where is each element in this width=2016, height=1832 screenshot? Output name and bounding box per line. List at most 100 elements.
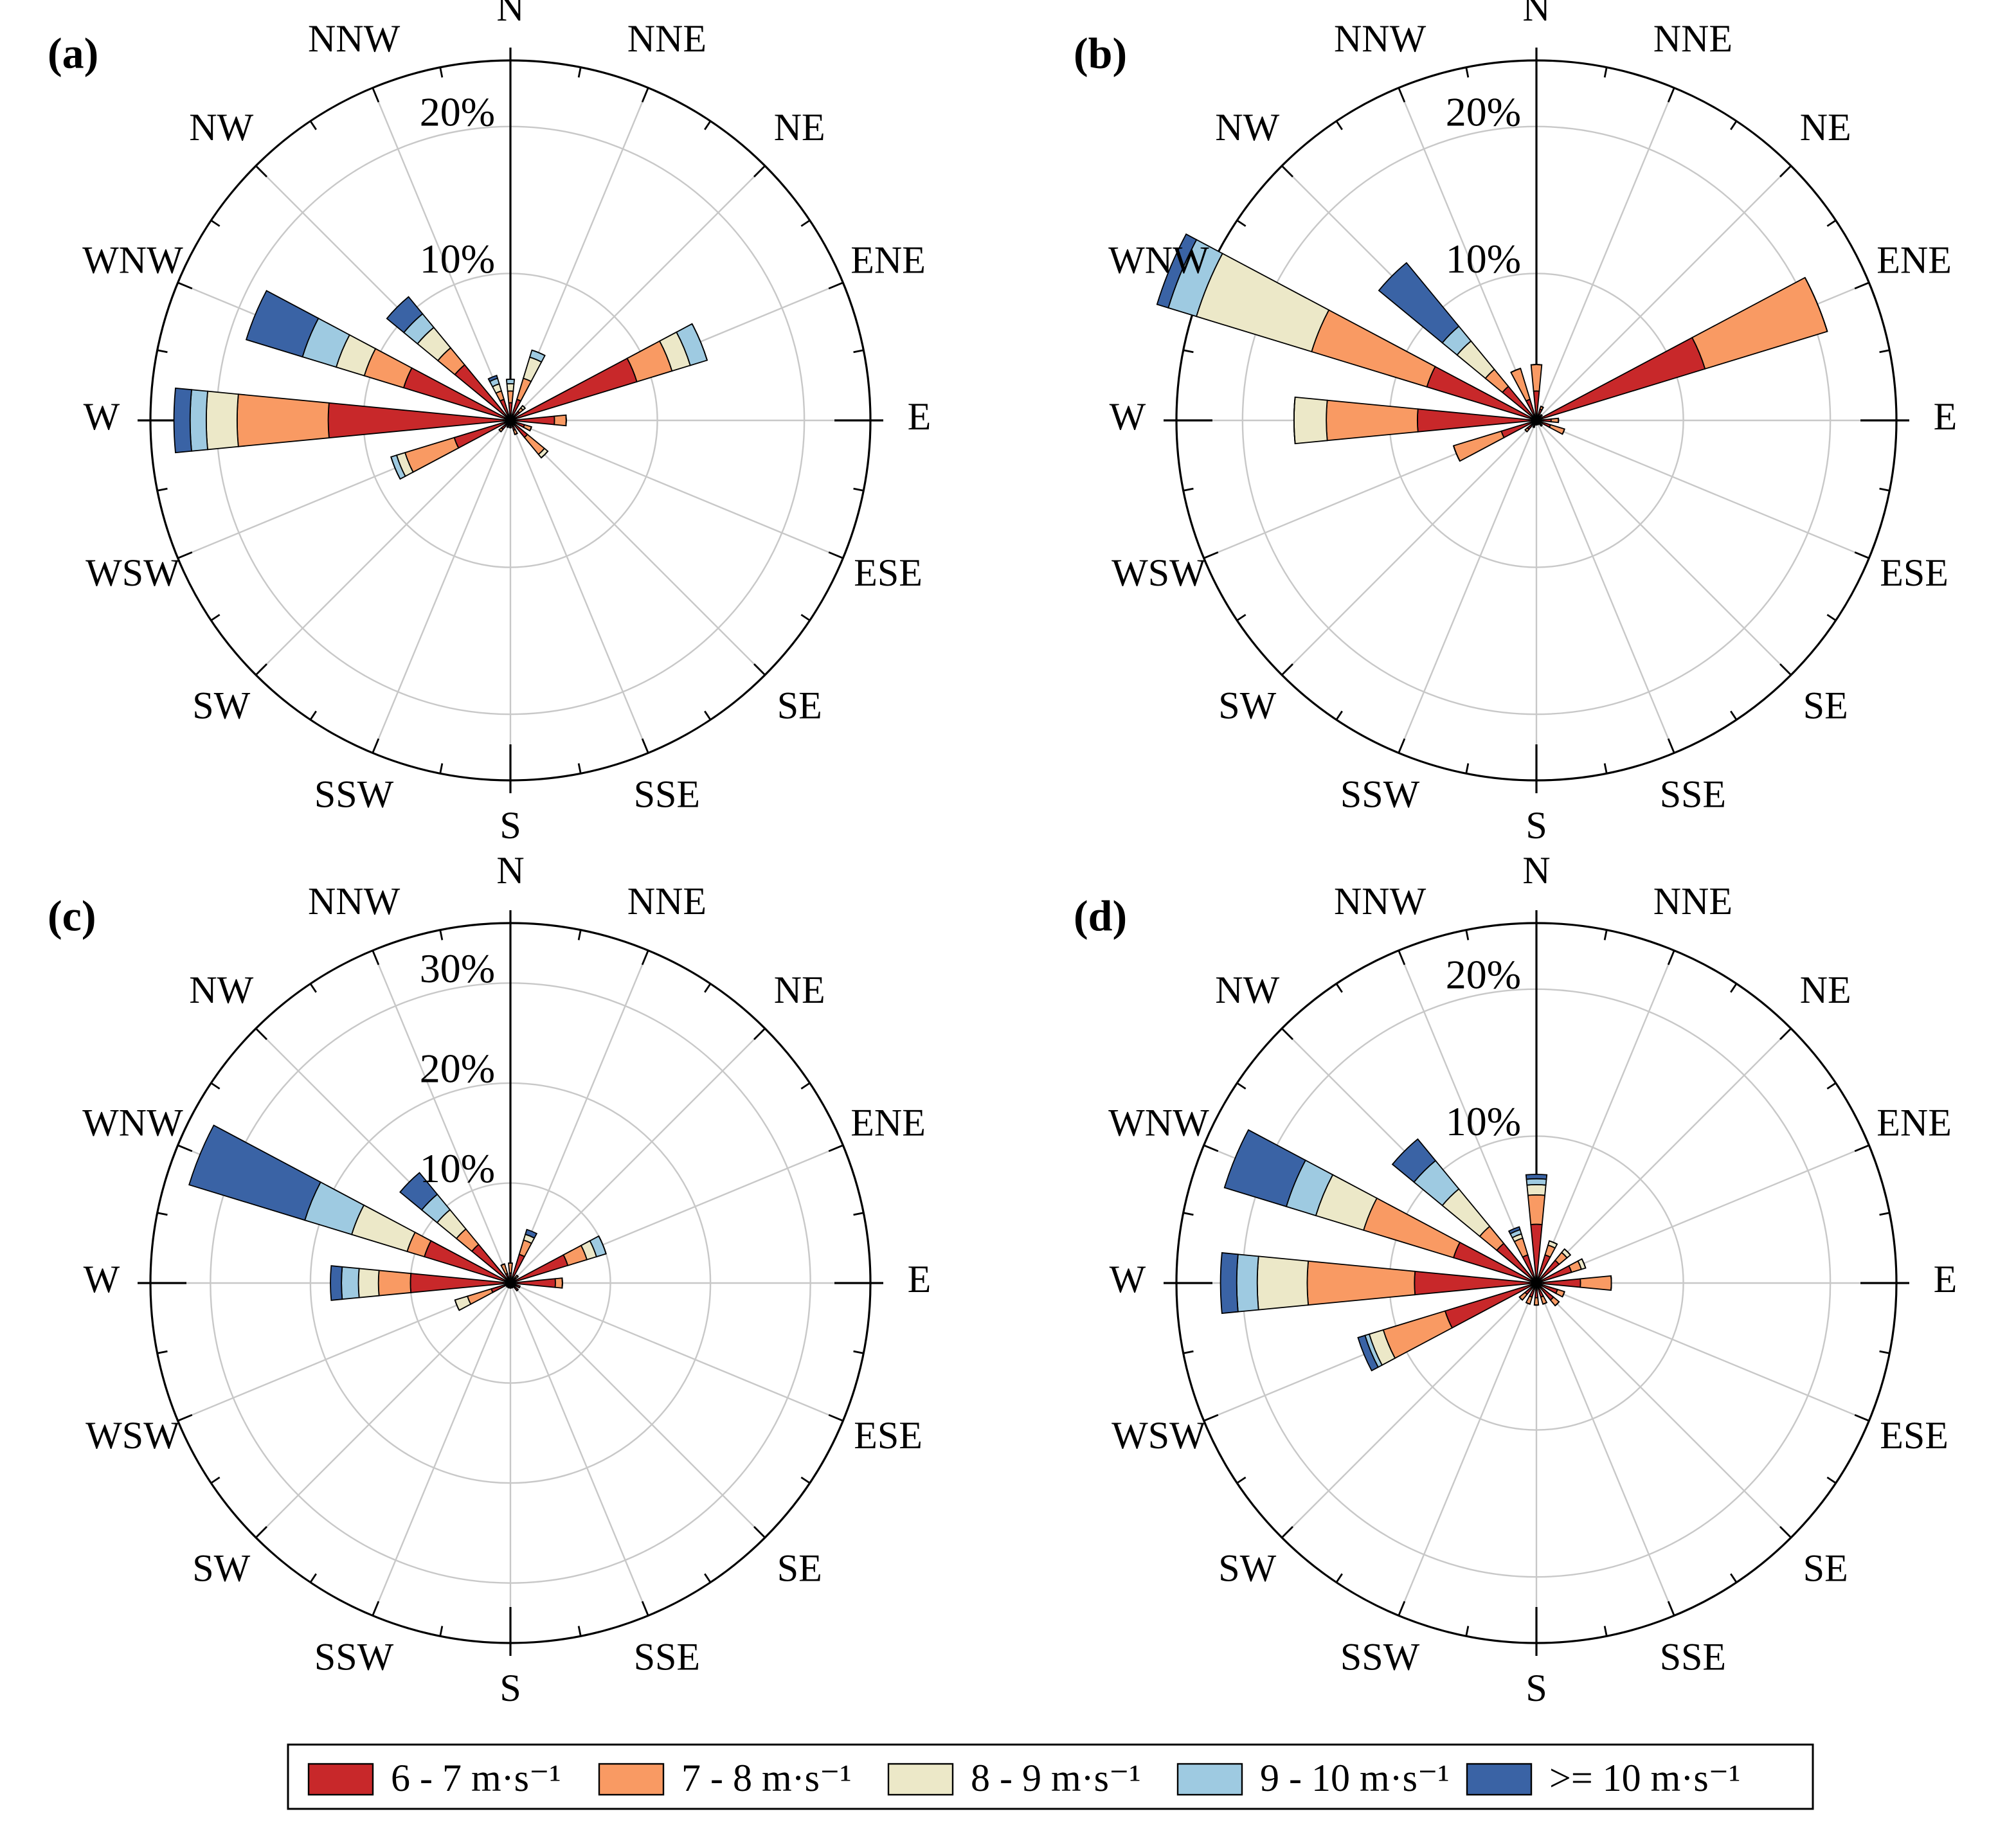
spoke	[1536, 419, 1869, 559]
spoke	[1535, 420, 1675, 753]
wind-bar	[1326, 399, 1419, 442]
outer-tick	[210, 1477, 221, 1484]
wind-bar	[516, 377, 532, 402]
outer-tick	[1879, 349, 1890, 354]
outer-tick	[177, 551, 193, 559]
direction-label: W	[84, 1258, 120, 1300]
outer-tick	[210, 614, 221, 622]
outer-tick	[157, 349, 168, 354]
outer-tick	[1854, 1144, 1869, 1153]
wind-bar	[454, 1295, 472, 1311]
panel-label: (b)	[1074, 29, 1127, 78]
wind-bar	[1452, 430, 1505, 462]
legend-swatch	[1176, 1763, 1243, 1796]
outer-tick	[800, 219, 811, 227]
outer-tick	[1281, 165, 1293, 177]
direction-label: NE	[1800, 969, 1851, 1011]
direction-label: NE	[774, 106, 825, 148]
y-tick-label: 10%	[1446, 236, 1521, 282]
wind-bar	[554, 1277, 563, 1289]
direction-label: NE	[1800, 106, 1851, 148]
outer-tick	[255, 1526, 267, 1538]
legend-swatch	[307, 1763, 374, 1796]
direction-label: NW	[189, 969, 253, 1011]
wind-bar	[377, 1270, 412, 1297]
direction-label: S	[500, 804, 521, 847]
direction-label: E	[1934, 1258, 1958, 1300]
outer-tick	[577, 1626, 582, 1637]
outer-tick	[1183, 1350, 1194, 1354]
direction-label: N	[496, 0, 524, 29]
y-tick-label: 10%	[420, 236, 495, 282]
direction-label: ESE	[854, 1414, 923, 1457]
spoke	[1398, 420, 1538, 753]
outer-tick	[210, 1082, 221, 1090]
outer-tick	[828, 551, 843, 559]
direction-label: NNW	[308, 17, 401, 60]
outer-tick	[1879, 1212, 1890, 1216]
direction-label: WSW	[1112, 552, 1206, 594]
spoke	[1536, 165, 1792, 421]
spoke	[1398, 950, 1538, 1284]
outer-tick	[1335, 710, 1343, 721]
wind-bar	[205, 390, 239, 451]
outer-tick	[177, 282, 193, 290]
outer-tick	[1730, 120, 1738, 130]
wind-bar	[1526, 1302, 1531, 1305]
wind-bar	[404, 436, 460, 473]
direction-label: SW	[1218, 1547, 1276, 1589]
wind-bar	[466, 1288, 494, 1306]
outer-tick	[1465, 929, 1470, 940]
direction-label: ENE	[851, 238, 926, 281]
wind-bar	[554, 414, 567, 427]
wind-bar	[598, 1235, 607, 1254]
wind-bar	[1804, 277, 1828, 332]
direction-label: NNW	[1334, 880, 1426, 922]
outer-tick	[255, 1028, 267, 1040]
direction-label: SSW	[314, 1635, 394, 1678]
y-tick-label: 20%	[1446, 952, 1521, 998]
outer-tick	[704, 983, 712, 993]
outer-tick	[1667, 950, 1675, 965]
direction-label: W	[1110, 395, 1146, 438]
outer-tick	[1281, 1028, 1293, 1040]
outer-tick	[704, 1573, 712, 1583]
outer-tick	[1398, 738, 1406, 753]
outer-tick	[372, 1601, 380, 1616]
legend-box	[287, 1743, 1814, 1810]
direction-label: ENE	[1877, 1101, 1952, 1144]
direction-label: E	[908, 1258, 932, 1300]
outer-tick	[641, 1601, 649, 1616]
outer-tick	[1203, 1144, 1219, 1153]
outer-tick	[210, 219, 221, 227]
outer-tick	[1398, 950, 1406, 965]
outer-tick	[1465, 67, 1470, 78]
outer-tick	[1667, 87, 1675, 103]
outer-tick	[1183, 349, 1194, 354]
outer-tick	[1779, 1028, 1792, 1040]
spoke	[510, 419, 843, 559]
outer-tick	[853, 1350, 864, 1354]
direction-label: SSE	[1660, 1635, 1726, 1678]
outer-tick	[1779, 165, 1792, 177]
wind-bar	[1236, 1253, 1259, 1313]
wind-bar	[1526, 1183, 1547, 1196]
outer-tick	[1603, 67, 1608, 78]
outer-tick	[828, 1144, 843, 1153]
spoke	[1281, 1282, 1537, 1538]
spoke	[510, 1282, 766, 1538]
wind-bar	[1525, 1173, 1548, 1180]
spoke	[372, 1282, 512, 1616]
outer-tick	[828, 1414, 843, 1422]
outer-tick	[1465, 1626, 1470, 1637]
direction-label: SSE	[1660, 773, 1726, 815]
wind-bar	[188, 1124, 321, 1221]
wind-bar	[506, 382, 515, 392]
direction-label: ENE	[1877, 238, 1952, 281]
outer-tick	[1335, 1573, 1343, 1583]
direction-label: WSW	[1112, 1414, 1206, 1457]
spoke	[1398, 87, 1538, 421]
wind-bar	[1223, 1129, 1306, 1208]
outer-tick	[1854, 1414, 1869, 1422]
outer-tick	[157, 1350, 168, 1354]
